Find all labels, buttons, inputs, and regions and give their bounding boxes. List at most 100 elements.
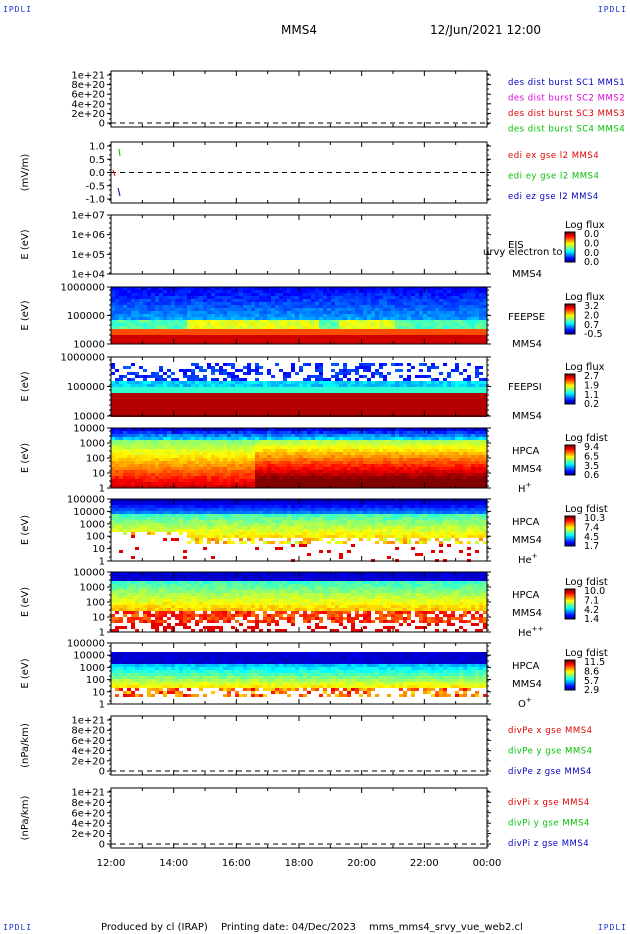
spacecraft-label-p8: MMS4 [512, 608, 542, 619]
colorbar-frame-p7 [564, 515, 576, 547]
ytick-label-p10: 6e+20 [71, 736, 105, 747]
panel-frame-p3 [110, 214, 488, 275]
colorbar-label-p8: 10.0 [584, 586, 605, 597]
ytick-label-p1: 1e+21 [71, 71, 105, 82]
legend-entry-p11: divPi x gse MMS4 [508, 798, 590, 808]
ytick-label-p5: 10000 [73, 412, 105, 423]
legend-entry-p11: divPi z gse MMS4 [508, 839, 589, 849]
spacecraft-label-p6: MMS4 [512, 464, 542, 475]
colorbar-label-p8: 4.2 [584, 605, 599, 616]
trace-ey [118, 148, 121, 157]
colorbar-label-p9: 2.9 [584, 685, 599, 696]
spacecraft-label-p4: MMS4 [512, 339, 542, 350]
ytick-label-p8: 1 [99, 628, 105, 639]
ytick-label-p8: 1000 [80, 583, 105, 594]
ytick-label-p3: 1e+05 [71, 250, 105, 261]
colorbar-title-p3: Log flux [565, 220, 605, 231]
spacecraft-label-p7: MMS4 [512, 535, 542, 546]
colorbar-label-p8: 7.1 [584, 595, 599, 606]
panel-frame-p10 [110, 715, 488, 776]
ytick-label-p11: 8e+20 [71, 798, 105, 809]
corner-mark-bottom-left: IPDLI [3, 923, 33, 932]
time-tick-label: 12:00 [97, 858, 126, 869]
ylabel-p7: E (eV) [20, 515, 31, 545]
species-label-p7: He+ [518, 552, 538, 566]
panel-p2: 1.0 0.5 0.0 -0.5 -1.0 (mV/m) edi ex gse l2 MMS… [20, 141, 599, 206]
ytick-label-p1: 8e+20 [71, 80, 105, 91]
instrument-label-p5: FEEPSI [508, 382, 542, 393]
overlay-label-p3: urvy electron to [483, 247, 563, 258]
ytick-label-p6: 100 [86, 454, 105, 465]
footer-produced-by: Produced by cl (IRAP) [101, 922, 208, 933]
colorbar-title-p9: Log fdist [565, 648, 608, 659]
legend-p11: divPi x gse MMS4 divPi y gse MMS4 divPi z … [508, 798, 590, 849]
time-tick-label: 16:00 [222, 858, 251, 869]
instrument-label-p9: HPCA [512, 661, 540, 672]
instrument-label-p4: FEEPSE [508, 312, 545, 323]
colorbar-frame-p3 [564, 231, 576, 263]
legend-entry-p1: des dist burst SC4 MMS4 [508, 125, 625, 135]
legend-entry-p10: divPe y gse MMS4 [508, 747, 593, 757]
ytick-label-p1: 6e+20 [71, 90, 105, 101]
ytick-label-p10: 8e+20 [71, 726, 105, 737]
instrument-label-p3: EIS [508, 240, 524, 251]
colorbar-label-p9: 8.6 [584, 666, 599, 677]
plot-datetime: 12/Jun/2021 12:00 [430, 23, 541, 37]
legend-entry-p1: des dist burst SC3 MMS3 [508, 109, 625, 119]
species-charge-p6: + [526, 481, 532, 489]
colorbar-title-p8: Log fdist [565, 577, 608, 588]
colorbar-label-p7: 7.4 [584, 522, 599, 533]
corner-mark-top-left: IPDLI [3, 5, 33, 14]
trace-ex [112, 169, 116, 177]
ylabel-p2: (mV/m) [20, 154, 31, 192]
panel-frame-p11 [110, 787, 488, 849]
colorbar-label-p4: 0.7 [584, 320, 599, 331]
ytick-label-p11: 0 [99, 840, 105, 851]
colorbar-title-p5: Log flux [565, 362, 605, 373]
species-charge-p9: + [526, 696, 532, 704]
spectrogram-p5 [111, 363, 487, 417]
species-label-p9: O+ [518, 696, 532, 710]
colorbar-label-p3: 0.0 [584, 238, 599, 249]
ylabel-p10: (nPa/km) [20, 723, 31, 768]
corner-mark-top-right: IPDLI [597, 5, 627, 14]
ytick-label-p4: 1000000 [60, 283, 105, 294]
ytick-label-p9: 10 [92, 687, 105, 698]
ylabel-p4: E (eV) [20, 300, 31, 330]
colorbar-label-p6: 9.4 [584, 442, 599, 453]
spacecraft-label-p9: MMS4 [512, 679, 542, 690]
ytick-label-p6: 1000 [80, 439, 105, 450]
panel-p6: 10000 1000 100 10 1 E (eV) HPCA MMS4 H+ Log fdist… [20, 424, 608, 496]
colorbar-label-p5: 1.9 [584, 380, 599, 391]
colorbar-label-p4: 2.0 [584, 310, 599, 321]
ytick-label-p7: 100 [86, 532, 105, 543]
ytick-label-p2: 0.0 [89, 168, 105, 179]
spectrogram-p9 [111, 652, 487, 697]
ytick-label-p4: 10000 [73, 340, 105, 351]
spectrogram-p6 [111, 428, 487, 488]
footer-printing-date: Printing date: 04/Dec/2023 [221, 922, 356, 933]
colorbar-p3 [564, 231, 576, 263]
colorbar-label-p3: 0.0 [584, 257, 599, 268]
ytick-label-p8: 10 [92, 613, 105, 624]
colorbar-label-p7: 4.5 [584, 532, 599, 543]
spectrogram-p4 [111, 287, 487, 344]
spacecraft-title: MMS4 [281, 23, 317, 37]
legend-entry-p2: edi ex gse l2 MMS4 [508, 151, 599, 161]
colorbar-frame-p5 [564, 373, 576, 405]
ylabel-p8: E (eV) [20, 587, 31, 617]
colorbar-label-p7: 10.3 [584, 513, 605, 524]
ylabel-p5: E (eV) [20, 371, 31, 401]
legend-p10: divPe x gse MMS4 divPe y gse MMS4 divPe z … [508, 726, 593, 777]
legend-entry-p1: des dist burst SC1 MMS1 [508, 78, 625, 88]
ytick-label-p1: 4e+20 [71, 99, 105, 110]
panel-p5: 1000000 100000 10000 E (eV) FEEPSI MMS4 Log fl… [20, 353, 605, 423]
colorbar-frame-p8 [564, 588, 576, 620]
ytick-label-p7: 10 [92, 544, 105, 555]
ytick-label-p10: 1e+21 [71, 716, 105, 727]
corner-mark-bottom-right: IPDLI [597, 923, 627, 932]
instrument-label-p8: HPCA [512, 590, 540, 601]
